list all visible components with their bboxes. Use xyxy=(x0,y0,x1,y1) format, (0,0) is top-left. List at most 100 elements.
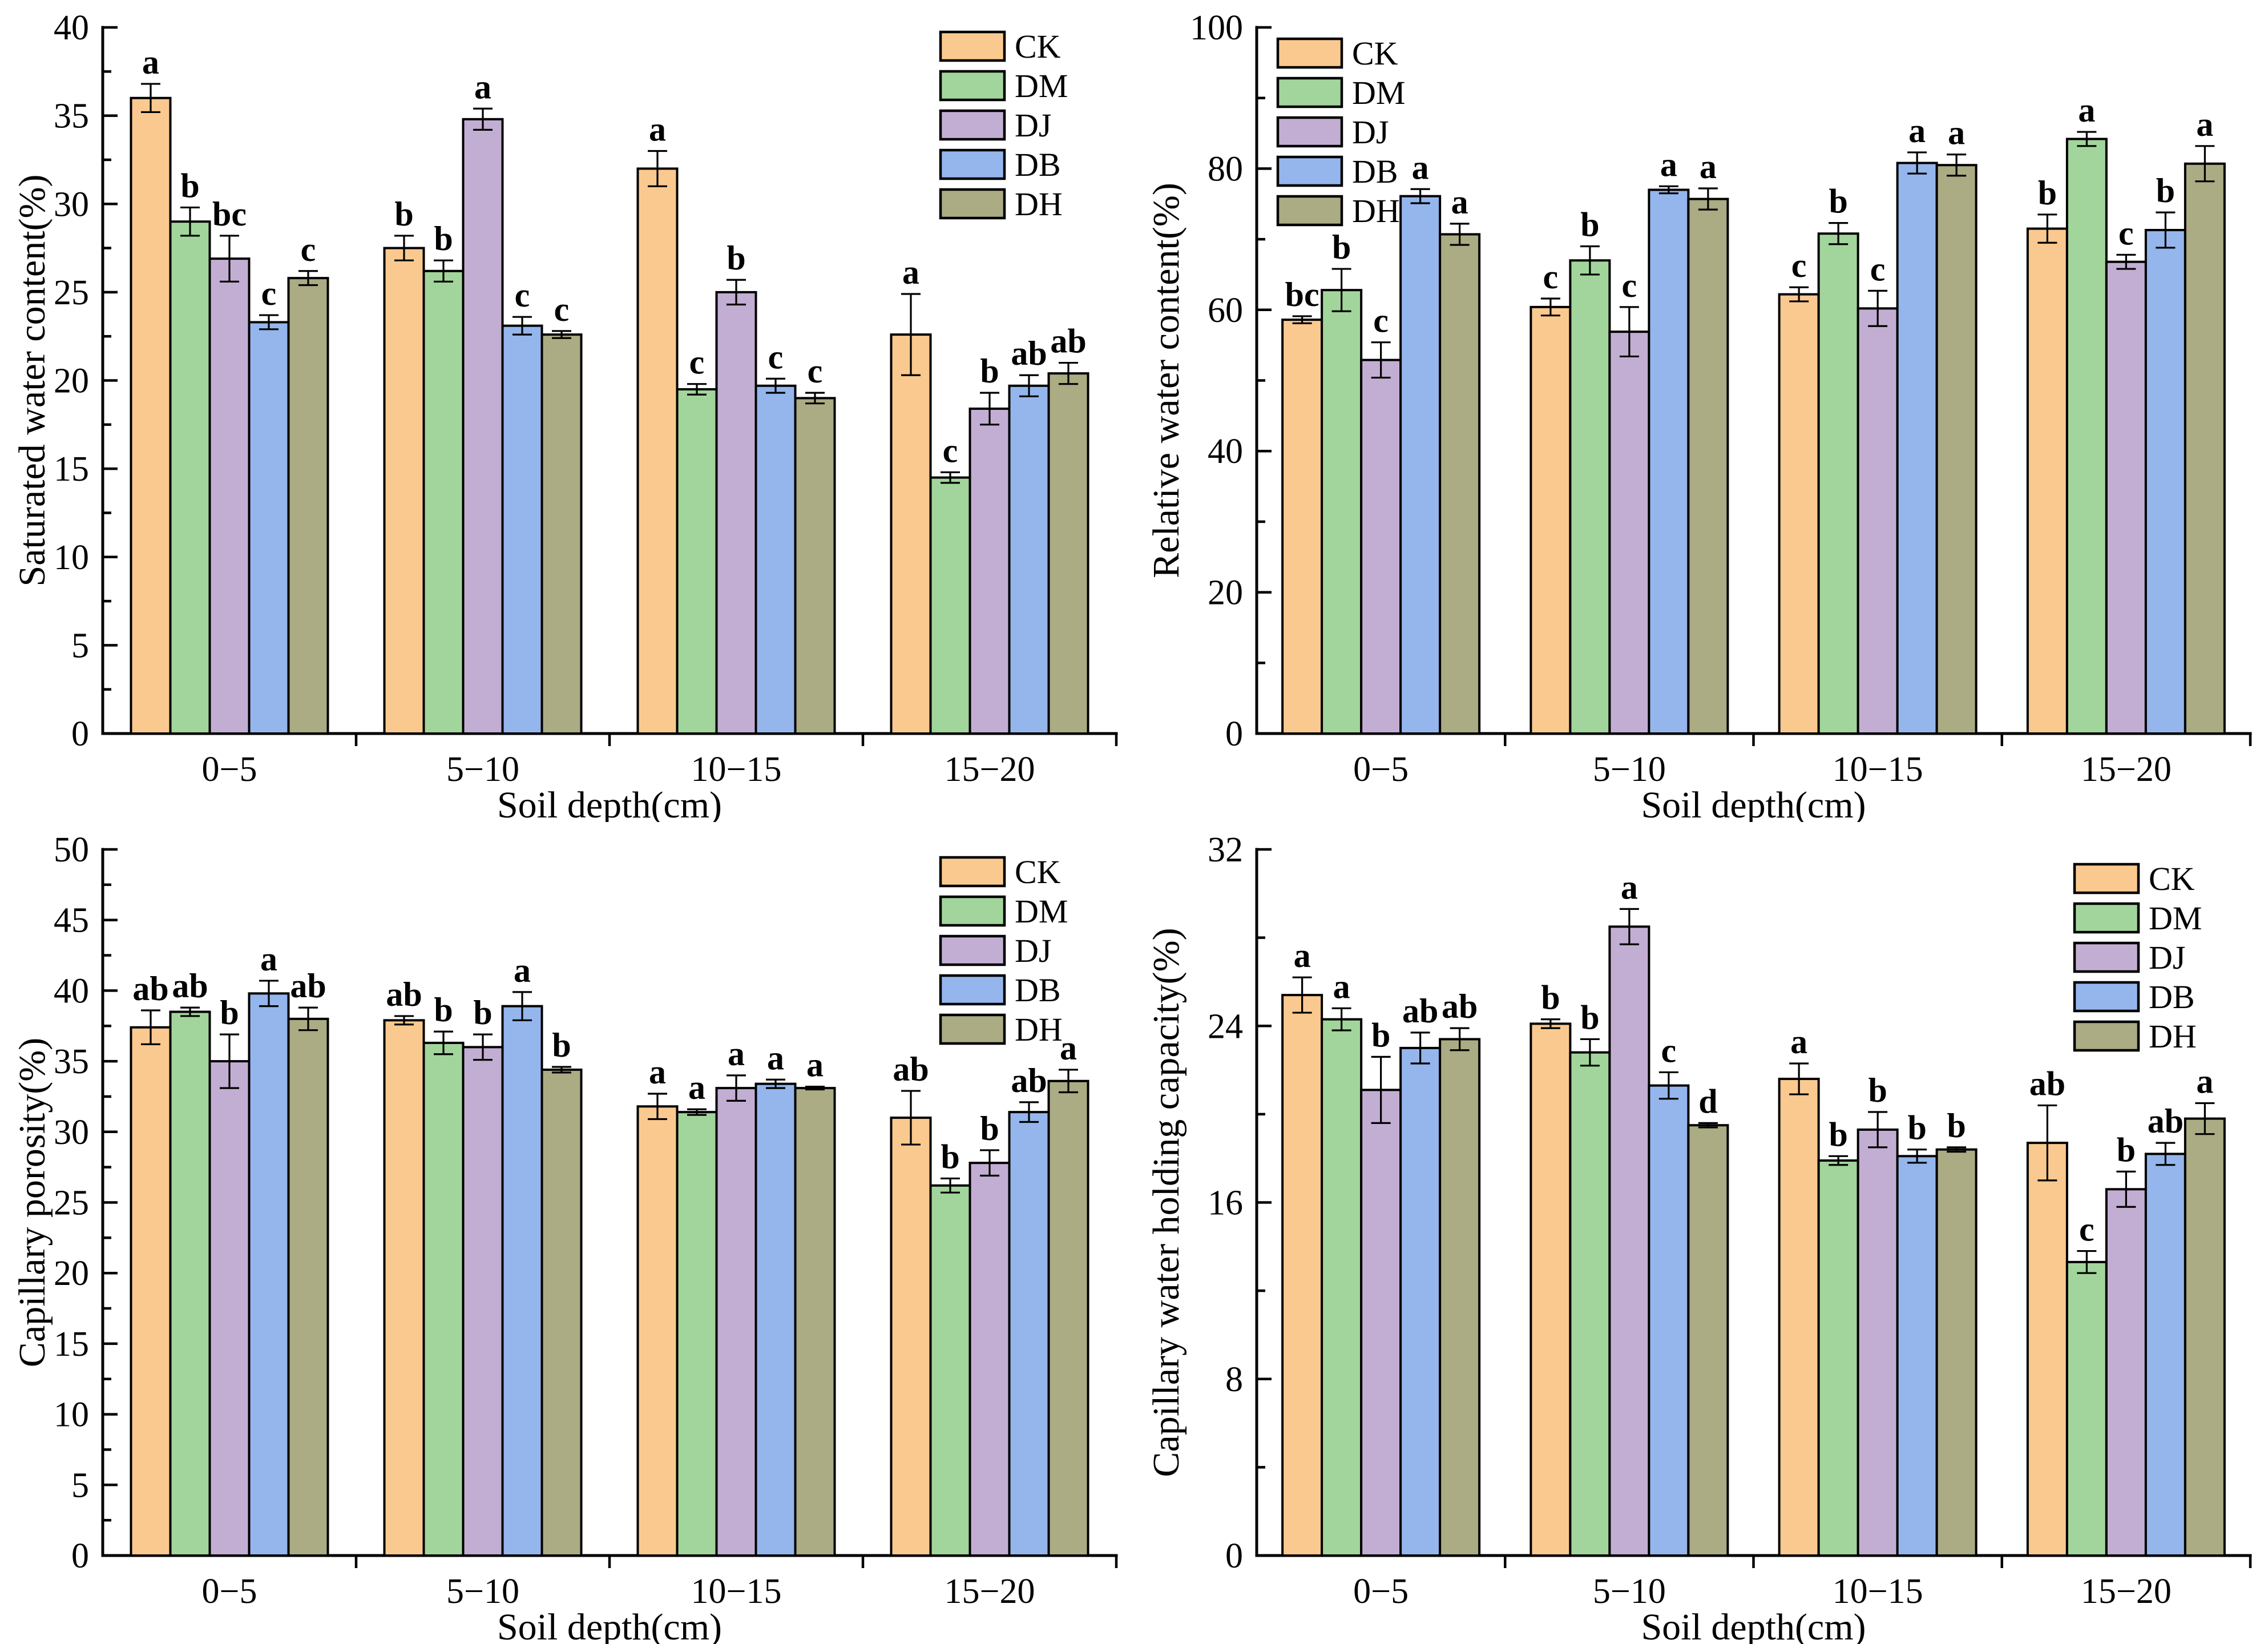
y-tick-label: 45 xyxy=(54,901,89,940)
sig-letter-db-group0: ab xyxy=(1402,992,1438,1030)
error-bar-ck-group3 xyxy=(2037,1104,2057,1182)
legend-swatch-ck xyxy=(939,856,1006,888)
sig-letter-dh-group3: ab xyxy=(1050,323,1086,360)
error-bar-dh-group1 xyxy=(1698,1122,1718,1129)
legend-swatch-db xyxy=(939,974,1006,1006)
x-axis-title: Soil depth(cm) xyxy=(497,784,722,822)
bar-ck-group3 xyxy=(890,333,932,735)
sig-letter-dm-group3: c xyxy=(943,432,958,469)
bar-dh-group1 xyxy=(540,1068,583,1557)
legend-label-ck: CK xyxy=(1352,35,1398,72)
sig-letter-dm-group0: b xyxy=(1332,228,1351,266)
error-bar-db-group1 xyxy=(512,991,532,1021)
y-tick-label: 35 xyxy=(54,1042,89,1081)
bar-dm-group1 xyxy=(422,269,465,735)
legend-swatch-dh xyxy=(939,1013,1006,1045)
bar-ck-group3 xyxy=(2026,227,2068,735)
legend-swatch-dh xyxy=(939,188,1006,220)
sig-letter-db-group2: c xyxy=(768,338,784,376)
error-bar-dm-group1 xyxy=(434,1030,453,1055)
legend-swatch-dm xyxy=(939,895,1006,927)
legend-swatch-dj xyxy=(939,934,1006,966)
y-tick-label: 10 xyxy=(54,1396,89,1435)
y-tick-label: 20 xyxy=(54,1254,89,1293)
sig-letter-ck-group2: a xyxy=(649,110,666,148)
error-bar-dj-group3 xyxy=(980,392,999,426)
y-tick-label: 0 xyxy=(71,1537,89,1576)
bar-dj-group1 xyxy=(462,118,504,735)
bar-ck-group0 xyxy=(130,1026,172,1557)
bar-dh-group3 xyxy=(1047,372,1089,735)
error-bar-dh-group1 xyxy=(552,330,571,339)
bar-dh-group0 xyxy=(287,277,329,735)
x-category-label: 10−15 xyxy=(691,1572,782,1611)
sig-letter-dh-group2: b xyxy=(1947,1107,1966,1145)
bar-dj-group3 xyxy=(968,1162,1011,1557)
error-bar-db-group2 xyxy=(766,1078,785,1089)
bar-dj-group0 xyxy=(208,1060,251,1557)
error-bar-dj-group1 xyxy=(473,107,493,131)
error-bar-dj-group2 xyxy=(1868,1111,1888,1149)
bar-dj-group1 xyxy=(462,1046,504,1557)
sig-letter-dm-group3: a xyxy=(2078,91,2095,129)
legend-swatch-db xyxy=(2073,981,2140,1013)
x-category-label: 0−5 xyxy=(1353,750,1409,789)
x-axis-title: Soil depth(cm) xyxy=(1641,1606,1866,1644)
error-bar-dm-group2 xyxy=(1829,1155,1849,1166)
error-bar-dh-group0 xyxy=(298,270,318,287)
bar-db-group1 xyxy=(501,324,543,735)
error-bar-db-group3 xyxy=(2156,211,2176,249)
sig-letter-dh-group1: a xyxy=(1700,148,1717,186)
error-bar-dm-group0 xyxy=(1331,268,1351,312)
bar-db-group1 xyxy=(501,1005,543,1557)
sig-letter-dm-group2: b xyxy=(1829,1115,1847,1153)
legend-label-dj: DJ xyxy=(1015,932,1051,969)
error-bar-db-group2 xyxy=(1907,151,1927,175)
error-bar-dh-group0 xyxy=(1450,223,1470,246)
error-bar-db-group0 xyxy=(1410,188,1430,204)
bar-ck-group1 xyxy=(1530,305,1572,735)
error-bar-dj-group2 xyxy=(727,279,746,306)
error-bar-dj-group2 xyxy=(727,1074,746,1102)
bar-db-group3 xyxy=(2144,1153,2186,1557)
error-bar-db-group3 xyxy=(2156,1142,2176,1166)
error-bar-dh-group0 xyxy=(298,1006,318,1031)
x-category-label: 5−10 xyxy=(1593,750,1666,789)
y-axis-title: Relative water content(%) xyxy=(1145,183,1187,578)
bar-dj-group2 xyxy=(715,291,757,735)
error-bar-db-group3 xyxy=(1019,374,1039,397)
bar-ck-group2 xyxy=(1778,293,1820,735)
sig-letter-dm-group2: b xyxy=(1829,183,1847,220)
bar-dh-group2 xyxy=(794,1087,836,1557)
y-tick-label: 60 xyxy=(1208,291,1243,330)
bar-ck-group0 xyxy=(130,96,172,735)
bar-dm-group0 xyxy=(1321,289,1363,735)
bar-dj-group3 xyxy=(2105,260,2147,735)
error-bar-db-group3 xyxy=(1019,1101,1039,1123)
error-bar-ck-group1 xyxy=(394,235,414,261)
error-bar-dm-group1 xyxy=(1580,1038,1600,1067)
legend-swatch-dj xyxy=(939,109,1006,141)
bar-dh-group2 xyxy=(794,397,836,735)
bar-dm-group0 xyxy=(169,1010,211,1557)
y-tick-label: 50 xyxy=(54,831,89,869)
error-bar-dm-group2 xyxy=(687,383,707,396)
error-bar-dh-group2 xyxy=(805,392,825,405)
error-bar-dh-group1 xyxy=(1698,187,1718,211)
x-category-label: 0−5 xyxy=(202,750,257,789)
sig-letter-db-group0: c xyxy=(261,275,277,312)
bar-ck-group3 xyxy=(890,1117,932,1557)
error-bar-dj-group0 xyxy=(1371,1055,1391,1124)
legend-label-dm: DM xyxy=(1015,893,1068,930)
legend-label-dh: DH xyxy=(1015,186,1063,223)
x-category-label: 5−10 xyxy=(1593,1572,1666,1611)
sig-letter-ck-group3: ab xyxy=(893,1050,929,1088)
sig-letter-dm-group1: b xyxy=(1580,206,1599,243)
y-axis-title: Saturated water content(%) xyxy=(11,174,53,586)
legend-label-ck: CK xyxy=(1015,853,1061,890)
error-bar-ck-group0 xyxy=(141,83,160,114)
y-tick-label: 15 xyxy=(54,1325,89,1364)
bar-dh-group1 xyxy=(1687,1124,1729,1557)
bar-ck-group2 xyxy=(636,1105,679,1557)
